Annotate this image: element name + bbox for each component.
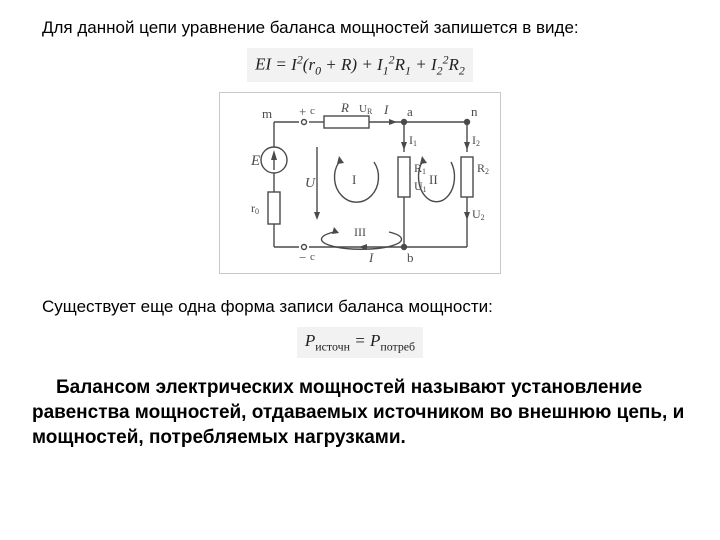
eq-lhs: EI: [255, 55, 271, 74]
resistor-R2: [461, 157, 473, 197]
label-E: E: [250, 153, 260, 169]
terminal-c-plus: [302, 120, 307, 125]
label-c2: c: [310, 251, 315, 263]
label-loop-II: II: [429, 172, 438, 187]
resistor-R: [324, 116, 369, 128]
label-plus: +: [299, 104, 306, 119]
terminal-c-minus: [302, 245, 307, 250]
mid-text: Существует еще одна форма записи баланса…: [28, 297, 692, 317]
main-equation: EI = I2(r0 + R) + I12R1 + I22R2: [247, 48, 473, 82]
eq-term2: I12R1: [377, 55, 411, 74]
eq-term1: I2(r0 + R): [291, 55, 357, 74]
main-equation-block: EI = I2(r0 + R) + I12R1 + I22R2: [28, 48, 692, 82]
eq-P-right: P: [370, 331, 380, 350]
eq-sub-left: источн: [315, 339, 350, 353]
definition-text: Балансом электрических мощностей называю…: [28, 376, 692, 450]
label-I-top: I: [383, 102, 389, 117]
label-loop-III: III: [354, 225, 366, 239]
resistor-r0: [268, 192, 280, 224]
eq-balance-equals: =: [354, 331, 370, 350]
eq-P-left: P: [305, 331, 315, 350]
balance-equation: Pисточн = Pпотреб: [297, 327, 423, 358]
resistor-R1: [398, 157, 410, 197]
label-loop-I: I: [352, 172, 356, 187]
eq-equals: =: [275, 55, 291, 74]
label-R: R: [340, 100, 349, 115]
balance-equation-block: Pисточн = Pпотреб: [28, 327, 692, 358]
eq-plus1: +: [361, 55, 377, 74]
label-c1: c: [310, 105, 315, 117]
label-U: U: [305, 176, 316, 191]
label-I-bot: I: [368, 250, 374, 265]
label-a: a: [407, 104, 413, 119]
label-b: b: [407, 250, 414, 265]
eq-term3: I22R2: [431, 55, 465, 74]
circuit-diagram-wrap: + R UR I a n m: [28, 92, 692, 279]
label-minus: −: [299, 250, 306, 265]
label-m: m: [262, 106, 272, 121]
label-n: n: [471, 104, 478, 119]
eq-plus2: +: [415, 55, 431, 74]
intro-text: Для данной цепи уравнение баланса мощнос…: [28, 18, 692, 38]
circuit-diagram: + R UR I a n m: [219, 92, 501, 279]
eq-sub-right: потреб: [380, 339, 415, 353]
circuit-svg: + R UR I a n m: [219, 92, 501, 274]
